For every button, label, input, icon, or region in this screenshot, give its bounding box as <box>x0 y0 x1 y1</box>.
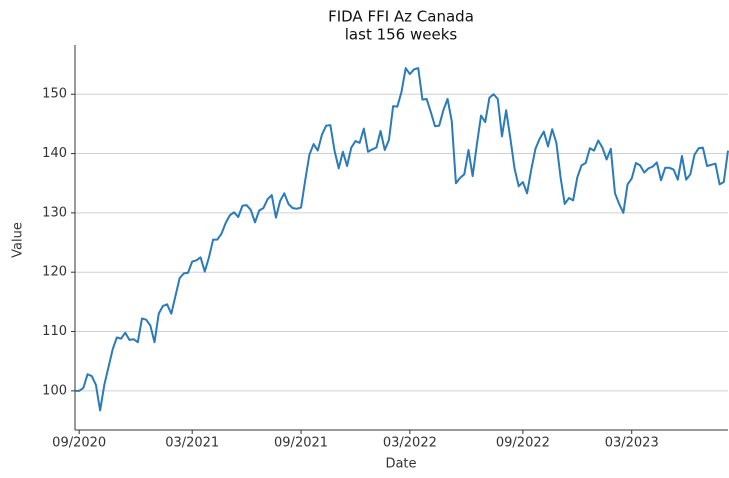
x-tick-label: 03/2022 <box>383 436 437 451</box>
chart-subtitle: last 156 weeks <box>345 26 458 44</box>
y-tick-label: 150 <box>42 87 67 102</box>
y-axis-label: Value <box>11 222 26 258</box>
data-line <box>75 67 729 412</box>
x-tick-label: 03/2023 <box>605 436 659 451</box>
x-tick-label: 09/2020 <box>52 436 106 451</box>
y-tick-label: 140 <box>42 146 67 161</box>
x-tick-label: 03/2021 <box>165 436 219 451</box>
y-tick-label: 130 <box>42 205 67 220</box>
chart-title: FIDA FFI Az Canada <box>328 8 474 26</box>
x-tick-label: 09/2022 <box>496 436 550 451</box>
x-tick-label: 09/2021 <box>274 436 328 451</box>
y-tick-label: 120 <box>42 265 67 280</box>
x-axis-label: Date <box>385 457 416 472</box>
y-tick-label: 110 <box>42 324 67 339</box>
y-tick-label: 100 <box>42 383 67 398</box>
